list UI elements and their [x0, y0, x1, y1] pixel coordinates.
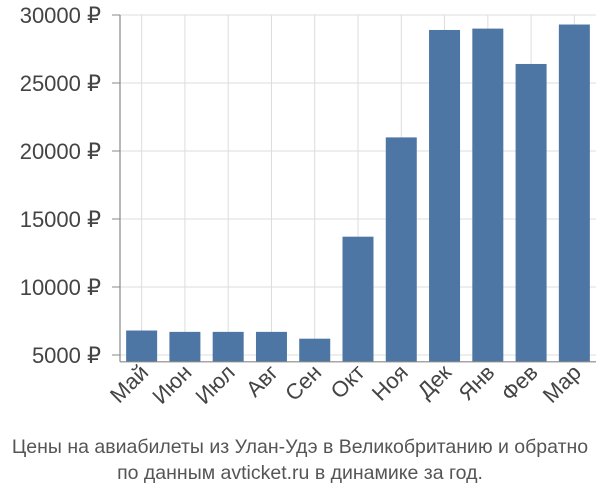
- x-tick-label: Фев: [496, 360, 542, 406]
- x-tick-label: Сен: [280, 360, 326, 406]
- bars: [126, 24, 590, 362]
- y-tick-label: 15000 ₽: [20, 207, 101, 232]
- bar: [212, 331, 244, 362]
- bar: [255, 331, 287, 362]
- x-tick-label: Ноя: [367, 360, 413, 406]
- x-tick-label: Май: [105, 360, 153, 408]
- x-tick-label: Мар: [538, 360, 586, 408]
- y-tick-label: 10000 ₽: [20, 275, 101, 300]
- bar: [385, 137, 417, 362]
- bar: [515, 63, 547, 362]
- bar: [169, 331, 201, 362]
- chart-caption-line-1: Цены на авиабилеты из Улан-Удэ в Великоб…: [11, 436, 589, 458]
- x-tick-label: Дек: [412, 359, 456, 403]
- y-tick-label: 30000 ₽: [20, 3, 101, 28]
- axes: [112, 14, 596, 363]
- bar: [429, 29, 461, 362]
- chart-caption-line-2: по данным avticket.ru в динамике за год.: [117, 462, 483, 484]
- x-tick-label: Авг: [241, 360, 283, 402]
- x-tick-label: Окт: [326, 360, 370, 404]
- bar: [126, 330, 158, 362]
- y-tick-label: 5000 ₽: [32, 343, 101, 368]
- bar: [299, 338, 331, 362]
- y-tick-labels: 5000 ₽ 10000 ₽ 15000 ₽ 20000 ₽ 25000 ₽ 30000 …: [20, 3, 101, 368]
- x-tick-label: Июн: [147, 360, 196, 409]
- x-tick-label: Янв: [454, 360, 500, 406]
- bar: [472, 28, 504, 362]
- y-tick-label: 25000 ₽: [20, 71, 101, 96]
- x-tick-label: Июл: [190, 360, 239, 409]
- bar: [342, 236, 374, 362]
- bar: [558, 24, 590, 362]
- y-tick-label: 20000 ₽: [20, 139, 101, 164]
